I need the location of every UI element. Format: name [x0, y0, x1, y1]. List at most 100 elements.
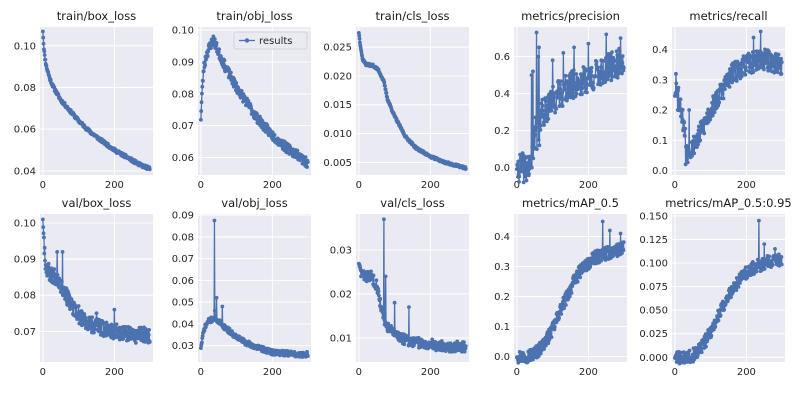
- data-point: [712, 110, 717, 115]
- x-tick-label: 200: [105, 367, 124, 378]
- data-point: [523, 174, 527, 179]
- y-tick-label: 0.07: [14, 327, 36, 338]
- data-point: [687, 108, 692, 112]
- data-point: [602, 76, 607, 81]
- chart-panel-val-obj-loss: 0.03 0.04 0.05 0.06 0.07 0.08 0.09 0 200 val/obj_…: [172, 196, 311, 378]
- y-tick-label: 0.09: [14, 255, 36, 266]
- legend-frame: [233, 31, 308, 50]
- data-point: [686, 351, 691, 356]
- data-point: [731, 289, 736, 294]
- data-point: [603, 59, 608, 64]
- data-point: [517, 180, 521, 184]
- data-point: [758, 29, 763, 34]
- data-point: [704, 344, 708, 349]
- data-point: [736, 284, 741, 289]
- data-point: [585, 90, 589, 95]
- data-point: [762, 267, 767, 271]
- data-point: [60, 250, 65, 254]
- data-point: [591, 253, 596, 258]
- data-point: [735, 59, 740, 64]
- data-point: [770, 262, 775, 267]
- data-point: [762, 67, 766, 72]
- data-point: [604, 32, 609, 37]
- data-point: [382, 80, 387, 85]
- y-tick-label: 0.2: [494, 292, 510, 303]
- data-point: [385, 95, 390, 100]
- data-point: [534, 349, 539, 354]
- data-point: [550, 58, 555, 63]
- y-tick-label: 0.005: [323, 158, 352, 169]
- data-point: [599, 65, 603, 70]
- y-tick-label: 0.03: [172, 341, 194, 352]
- data-point: [620, 251, 624, 256]
- data-point: [229, 70, 233, 75]
- data-point: [745, 274, 750, 278]
- data-point: [575, 279, 580, 284]
- series-markers: [514, 219, 626, 365]
- data-point: [565, 98, 569, 103]
- series-markers: [198, 34, 310, 169]
- chart-title: val/box_loss: [62, 196, 132, 210]
- data-point: [42, 245, 47, 250]
- data-point: [557, 315, 561, 320]
- data-point: [542, 123, 546, 127]
- chart-title: metrics/mAP_0.5: [522, 196, 619, 210]
- y-tick-label: 0.025: [639, 329, 668, 340]
- data-point: [779, 71, 784, 76]
- data-point: [750, 260, 755, 264]
- data-point: [676, 88, 680, 93]
- data-point: [746, 59, 751, 63]
- data-point: [76, 304, 81, 308]
- data-point: [42, 251, 47, 256]
- x-tick-label: 200: [105, 180, 124, 191]
- data-point: [272, 133, 277, 137]
- y-tick-label: 0.07: [172, 121, 194, 132]
- data-point: [463, 167, 468, 171]
- data-point: [563, 73, 568, 78]
- data-point: [709, 106, 714, 111]
- chart-panel-val-cls-loss: 0.01 0.02 0.03 0 200 val/cls_loss: [330, 196, 469, 378]
- data-point: [611, 254, 615, 258]
- series-markers: [356, 217, 468, 354]
- data-point: [553, 110, 558, 115]
- data-point: [41, 41, 46, 46]
- data-point: [779, 255, 784, 259]
- y-tick-label: 0.025: [323, 43, 352, 54]
- data-point: [47, 272, 52, 277]
- data-point: [536, 137, 541, 142]
- x-tick-label: 200: [737, 180, 756, 191]
- data-point: [613, 70, 618, 75]
- data-point: [214, 40, 219, 45]
- data-point: [541, 108, 545, 113]
- data-point: [571, 90, 575, 95]
- data-point: [531, 69, 535, 74]
- data-point: [295, 148, 300, 153]
- data-point: [200, 340, 204, 345]
- data-point: [721, 96, 726, 101]
- y-tick-label: 0.07: [172, 254, 194, 265]
- y-tick-label: 0.10: [14, 219, 36, 230]
- data-point: [558, 87, 563, 91]
- data-point: [615, 75, 620, 80]
- data-point: [697, 131, 702, 136]
- y-tick-label: 0.050: [639, 306, 668, 317]
- data-point: [358, 40, 362, 45]
- data-point: [676, 85, 681, 90]
- data-point: [548, 330, 553, 335]
- data-point: [359, 49, 364, 54]
- data-point: [123, 325, 128, 329]
- data-point: [547, 96, 552, 101]
- data-point: [757, 218, 761, 223]
- data-point: [115, 334, 120, 339]
- x-tick-label: 0: [672, 367, 678, 378]
- data-point: [212, 218, 217, 223]
- data-point: [569, 291, 574, 295]
- data-point: [727, 84, 732, 89]
- y-tick-label: 0.1: [494, 322, 510, 333]
- data-point: [580, 86, 585, 90]
- y-tick-label: 0.6: [494, 52, 510, 63]
- data-point: [212, 37, 217, 41]
- data-point: [305, 160, 310, 164]
- data-point: [234, 81, 239, 85]
- data-point: [64, 295, 68, 300]
